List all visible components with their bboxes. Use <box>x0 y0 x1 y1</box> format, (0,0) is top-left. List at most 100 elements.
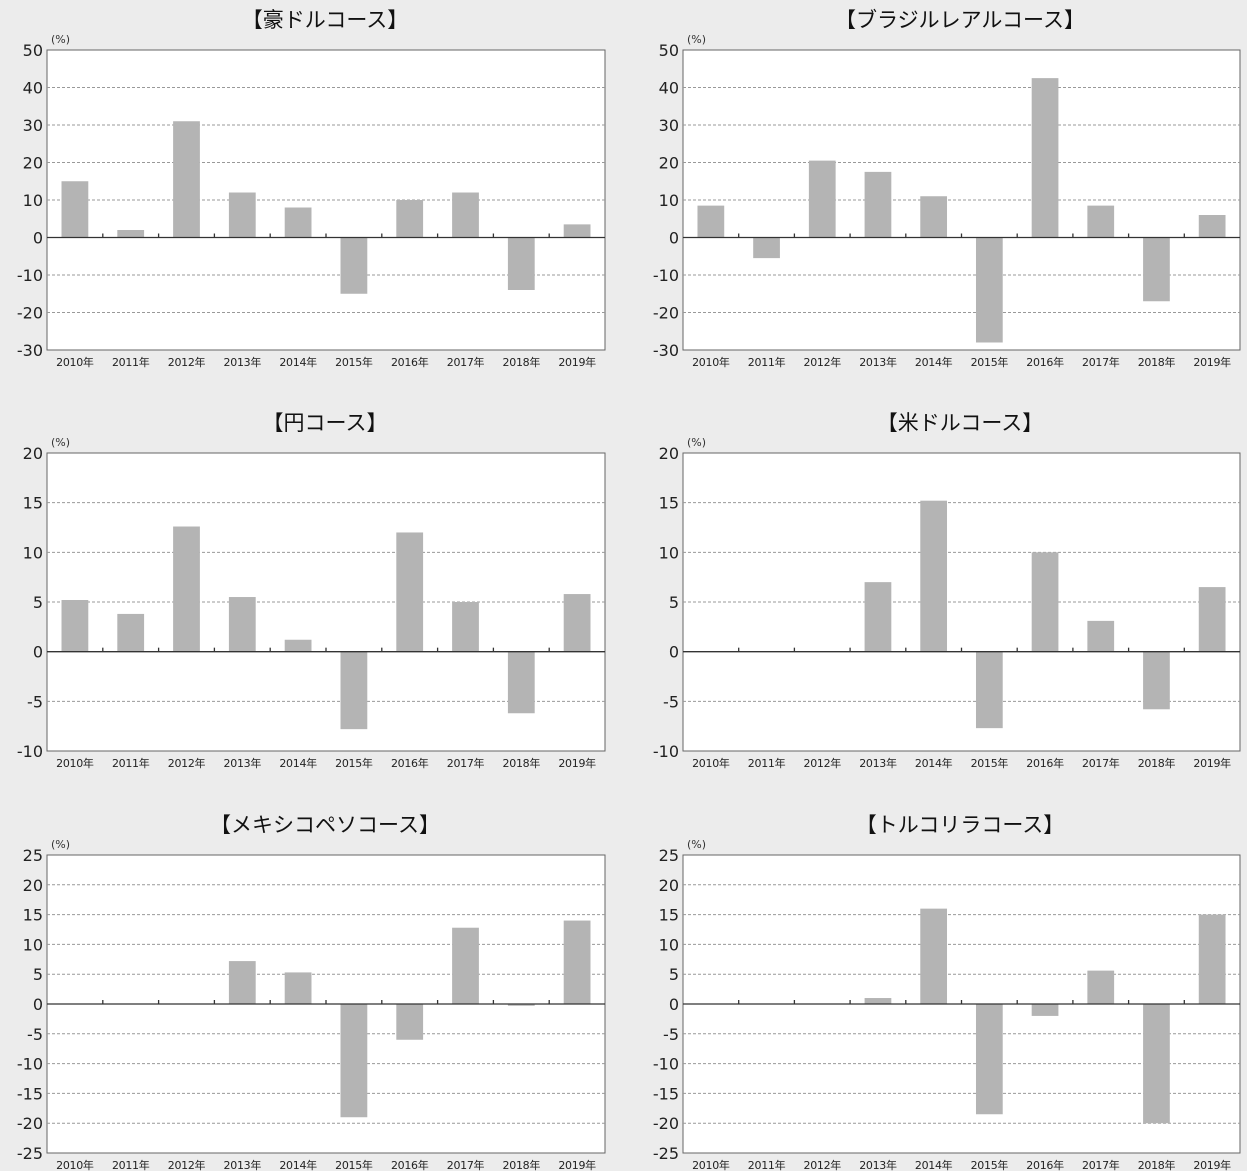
y-tick-label: -25 <box>653 1144 679 1163</box>
y-tick-label: 0 <box>33 643 43 662</box>
chart-0: 【豪ドルコース】 (%) 50 40 30 20 10 0 -10 -20 -30 2010年 2011… <box>17 8 606 369</box>
bar-2011年 <box>117 230 145 238</box>
x-tick-label: 2015年 <box>971 1158 1009 1171</box>
chart-title: 【メキシコペソコース】 <box>210 813 440 837</box>
x-tick-label: 2012年 <box>168 355 206 369</box>
bar-2014年 <box>284 207 312 238</box>
y-tick-label: 20 <box>23 154 43 173</box>
x-tick-label: 2010年 <box>692 355 730 369</box>
x-tick-label: 2014年 <box>279 355 317 369</box>
y-tick-label: -5 <box>27 1025 43 1044</box>
y-tick-label: 30 <box>659 116 679 135</box>
x-tick-label: 2015年 <box>335 1158 373 1171</box>
x-tick-label: 2018年 <box>503 1158 541 1171</box>
bar-2013年 <box>864 582 892 652</box>
x-tick-label: 2017年 <box>1082 1158 1120 1171</box>
y-tick-label: 0 <box>33 995 43 1014</box>
y-tick-label: -10 <box>653 1055 679 1074</box>
bar-2010年 <box>697 205 725 238</box>
x-tick-label: 2015年 <box>335 355 373 369</box>
y-tick-label: 0 <box>669 643 679 662</box>
y-tick-label: 5 <box>33 965 43 984</box>
bar-2015年 <box>975 237 1003 343</box>
y-tick-label: 0 <box>33 229 43 248</box>
x-tick-label: 2010年 <box>56 1158 94 1171</box>
y-tick-label: 15 <box>659 906 679 925</box>
y-tick-label: -10 <box>17 742 43 761</box>
bar-2015年 <box>340 651 368 730</box>
x-tick-label: 2016年 <box>1026 355 1064 369</box>
x-tick-label: 2018年 <box>1138 355 1176 369</box>
bar-2016年 <box>1031 1004 1059 1016</box>
x-tick-label: 2015年 <box>971 756 1009 770</box>
x-tick-label: 2019年 <box>558 1158 596 1171</box>
x-tick-label: 2013年 <box>859 355 897 369</box>
y-tick-label: 0 <box>669 995 679 1014</box>
y-unit-label: (%) <box>51 33 70 46</box>
y-tick-label: -10 <box>653 266 679 285</box>
bar-2014年 <box>920 500 948 652</box>
bar-2017年 <box>1087 205 1115 238</box>
x-tick-label: 2017年 <box>1082 756 1120 770</box>
y-tick-label: -30 <box>653 341 679 360</box>
x-tick-label: 2011年 <box>112 756 150 770</box>
bar-2010年 <box>61 600 89 652</box>
bar-2013年 <box>864 171 892 238</box>
x-tick-label: 2011年 <box>112 1158 150 1171</box>
bar-2017年 <box>452 927 479 1004</box>
y-tick-label: 40 <box>659 79 679 98</box>
y-tick-label: 10 <box>23 935 43 954</box>
bar-2019年 <box>1198 215 1226 238</box>
x-tick-label: 2013年 <box>224 756 262 770</box>
bar-2018年 <box>507 651 535 714</box>
bar-2014年 <box>920 196 948 238</box>
y-tick-label: 10 <box>659 543 679 562</box>
chart-title: 【トルコリラコース】 <box>856 813 1065 837</box>
chart-3: 【米ドルコース】 (%) 20 15 10 5 0 -5 -10 2010年 2011年 2012年 2… <box>653 411 1241 770</box>
y-tick-label: 20 <box>23 876 43 895</box>
y-tick-label: 25 <box>659 846 679 865</box>
y-tick-label: 5 <box>669 593 679 612</box>
x-tick-label: 2012年 <box>804 756 842 770</box>
x-tick-label: 2019年 <box>1193 1158 1231 1171</box>
y-tick-label: 30 <box>23 116 43 135</box>
bar-2018年 <box>507 237 535 290</box>
bar-2017年 <box>452 192 479 238</box>
bar-2015年 <box>975 651 1003 729</box>
y-unit-label: (%) <box>687 838 706 851</box>
x-tick-label: 2018年 <box>1138 1158 1176 1171</box>
y-tick-label: -25 <box>17 1144 43 1163</box>
bar-2013年 <box>228 192 256 238</box>
plot-area <box>46 49 606 351</box>
x-tick-label: 2012年 <box>168 756 206 770</box>
bar-2015年 <box>340 1004 368 1118</box>
x-tick-label: 2017年 <box>447 1158 485 1171</box>
y-tick-label: -10 <box>653 742 679 761</box>
bar-2011年 <box>753 237 780 259</box>
x-tick-label: 2013年 <box>224 355 262 369</box>
x-tick-label: 2018年 <box>503 355 541 369</box>
x-tick-label: 2015年 <box>335 756 373 770</box>
bar-2017年 <box>452 602 479 652</box>
y-tick-label: -20 <box>653 304 679 323</box>
chart-2: 【円コース】 (%) 20 15 10 5 0 -5 -10 2010年 2011年 2012年 201… <box>17 411 606 770</box>
x-tick-label: 2013年 <box>859 756 897 770</box>
y-tick-label: 50 <box>23 41 43 60</box>
y-tick-label: 20 <box>659 444 679 463</box>
bar-2019年 <box>563 920 591 1004</box>
x-tick-label: 2011年 <box>748 756 786 770</box>
x-tick-label: 2017年 <box>447 756 485 770</box>
bar-2014年 <box>284 972 312 1004</box>
bar-2012年 <box>808 160 836 238</box>
x-tick-label: 2010年 <box>56 756 94 770</box>
chart-1: 【ブラジルレアルコース】 (%) 50 40 30 20 10 0 -10 -20 -30 2010年… <box>653 8 1241 369</box>
x-tick-label: 2017年 <box>447 355 485 369</box>
y-tick-label: 15 <box>23 906 43 925</box>
x-tick-label: 2019年 <box>1193 756 1231 770</box>
x-tick-label: 2012年 <box>168 1158 206 1171</box>
bar-2010年 <box>61 181 89 238</box>
y-tick-label: 10 <box>23 543 43 562</box>
x-tick-label: 2016年 <box>391 756 429 770</box>
y-tick-label: -20 <box>653 1114 679 1133</box>
bar-2016年 <box>396 532 424 652</box>
